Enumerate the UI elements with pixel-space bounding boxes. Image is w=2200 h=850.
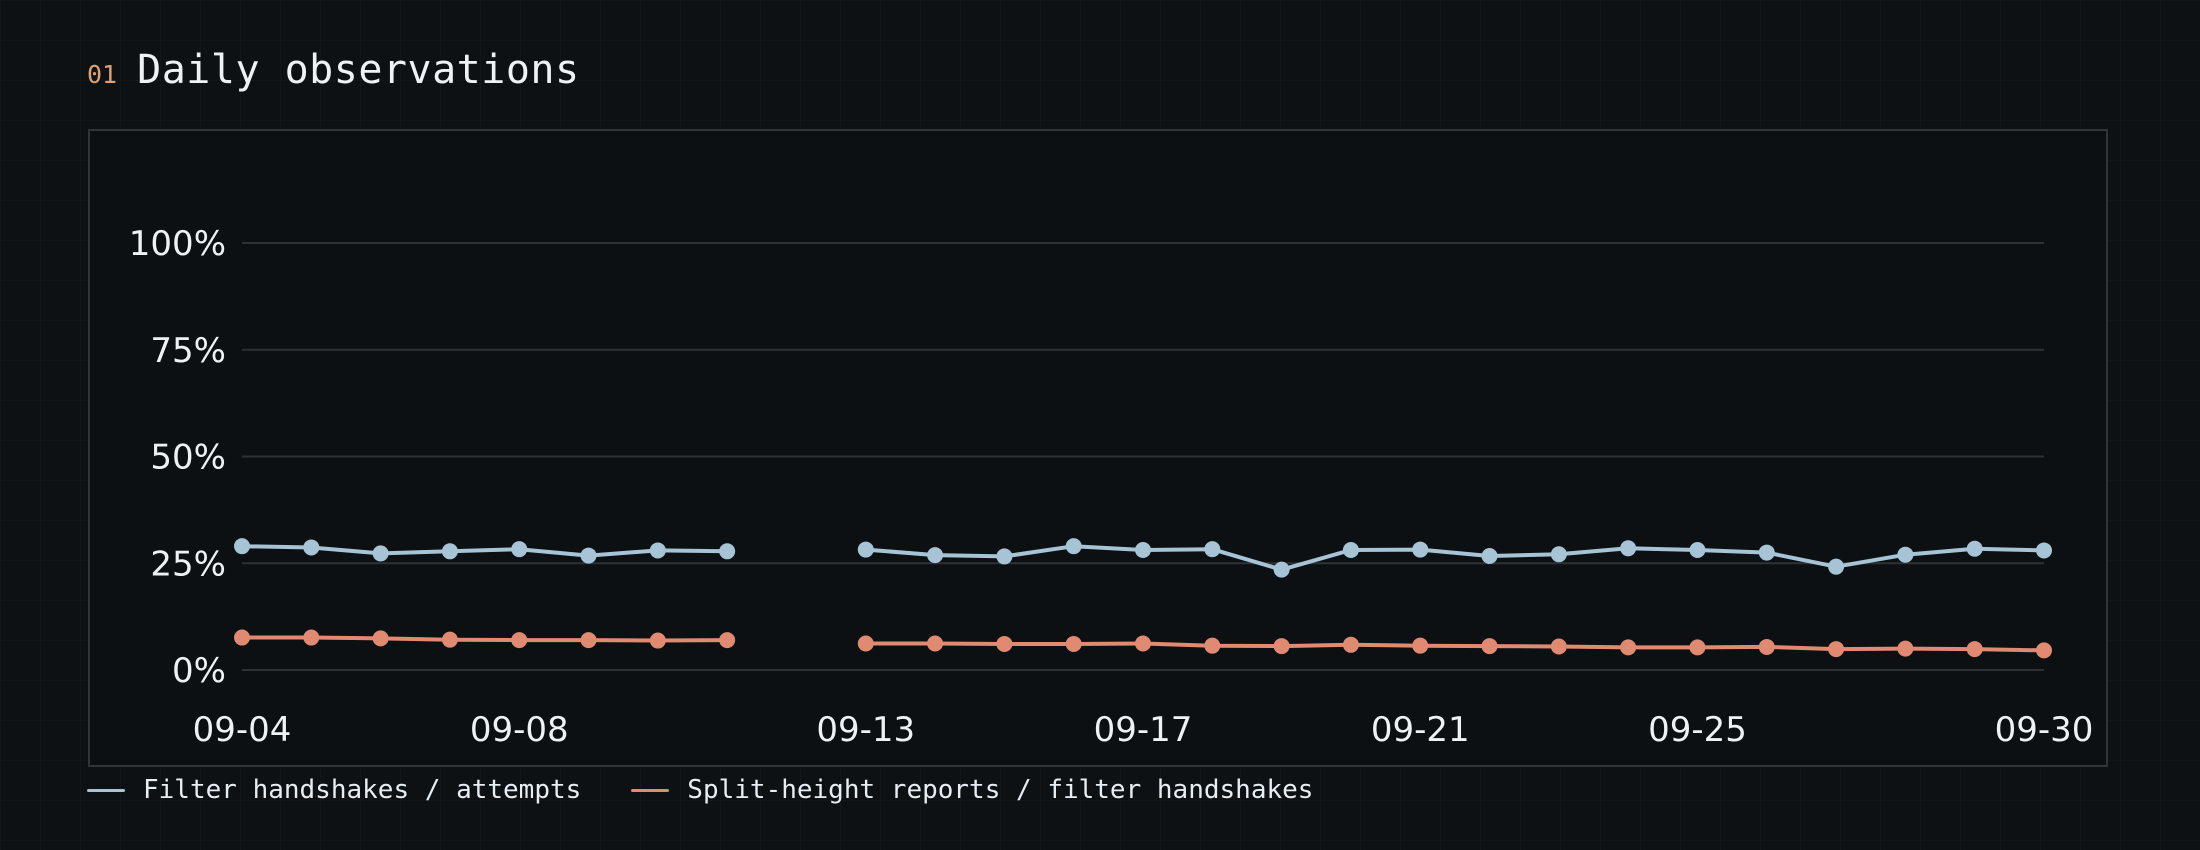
series-2-point (1135, 635, 1151, 652)
series-1-point (511, 541, 528, 558)
series-1-point (1342, 542, 1359, 559)
legend-swatch-series-a (87, 788, 125, 792)
series-2-point (649, 632, 666, 649)
series-2-point (1204, 637, 1221, 654)
chart-header: 01 Daily observations (87, 40, 580, 100)
series-2-line-segment-2 (863, 641, 2046, 653)
series-2-point (234, 629, 250, 646)
series-1-point (927, 547, 944, 564)
series-1-point (1620, 540, 1637, 557)
series-1-point (303, 539, 320, 556)
legend-label-series-a: Filter handshakes / attempts (143, 775, 582, 805)
y-tick-label: 100% (129, 224, 226, 264)
series-1-point (1204, 541, 1221, 558)
series-1-point (857, 541, 874, 558)
series-1-point (1689, 542, 1706, 559)
y-tick-label: 50% (150, 438, 226, 478)
series-1-point (1828, 558, 1845, 575)
x-tick-label: 09-13 (816, 710, 915, 750)
x-tick-label: 09-17 (1094, 710, 1193, 750)
series-2-point (303, 629, 320, 646)
series-2-point (1620, 639, 1637, 656)
series-2-point (857, 635, 874, 652)
chart-title: Daily observations (137, 47, 580, 93)
series-1-point (1065, 538, 1082, 555)
legend-label-series-b: Split-height reports / filter handshakes (687, 775, 1314, 805)
series-1-point (1273, 561, 1290, 578)
series-2-point (1342, 636, 1359, 653)
series-2-point (1758, 638, 1775, 655)
series-2-point (1481, 638, 1498, 655)
series-1-point (1758, 544, 1775, 561)
series-1-point (2036, 542, 2052, 559)
series-2-point (1550, 638, 1567, 655)
x-tick-label: 09-21 (1371, 710, 1470, 750)
series-1-point (1966, 540, 1983, 557)
series-2-point (1412, 637, 1429, 654)
series-2-point (1065, 635, 1082, 652)
series-2-point (2036, 642, 2052, 659)
y-tick-label: 25% (150, 544, 226, 584)
series-1-point (1897, 546, 1914, 563)
series-1-line-segment-1 (240, 544, 730, 558)
series-2-point (372, 630, 389, 647)
series-2-point (996, 635, 1013, 652)
series-2-line-segment-1 (240, 635, 730, 643)
series-1-line-segment-2 (863, 544, 2046, 572)
series-2-point (1828, 641, 1845, 658)
series-2-point (1689, 639, 1706, 656)
series-1-point (234, 538, 250, 555)
chart-legend: Filter handshakes / attempts Split-heigh… (87, 772, 1363, 808)
y-tick-label: 0% (172, 651, 226, 691)
series-2-point (1897, 640, 1914, 657)
series-1-point (719, 543, 736, 560)
legend-item-series-a: Filter handshakes / attempts (87, 775, 581, 805)
series-2-point (1273, 638, 1290, 655)
x-tick-label: 09-25 (1648, 710, 1747, 750)
legend-item-series-b: Split-height reports / filter handshakes (631, 775, 1313, 805)
series-1-point (1412, 541, 1429, 558)
series-2-point (1966, 641, 1983, 658)
series-2-point (927, 635, 944, 652)
series-1-point (1550, 546, 1567, 563)
series-1-point (1481, 547, 1498, 564)
series-1-point (441, 543, 458, 560)
legend-swatch-series-b (631, 788, 670, 792)
series-1-point (372, 545, 389, 562)
line-chart: 0% 25% 50% 75% 100% 09-04 09-08 09-13 09-17 09-21… (129, 224, 2094, 750)
series-1-point (649, 542, 666, 559)
series-2-point (441, 631, 458, 648)
series-2-point (511, 632, 528, 649)
chart-panel: 0% 25% 50% 75% 100% 09-04 09-08 09-13 09-17 09-21… (88, 129, 2108, 767)
series-2-point (580, 632, 597, 649)
section-number: 01 (87, 59, 118, 89)
x-tick-label: 09-04 (193, 710, 292, 750)
series-1-point (996, 548, 1013, 565)
series-2-point (719, 632, 736, 649)
series-1-point (1135, 542, 1151, 559)
series-1-point (580, 547, 597, 564)
x-tick-label: 09-08 (470, 710, 569, 750)
y-tick-label: 75% (150, 331, 226, 371)
x-tick-label: 09-30 (1995, 710, 2094, 750)
